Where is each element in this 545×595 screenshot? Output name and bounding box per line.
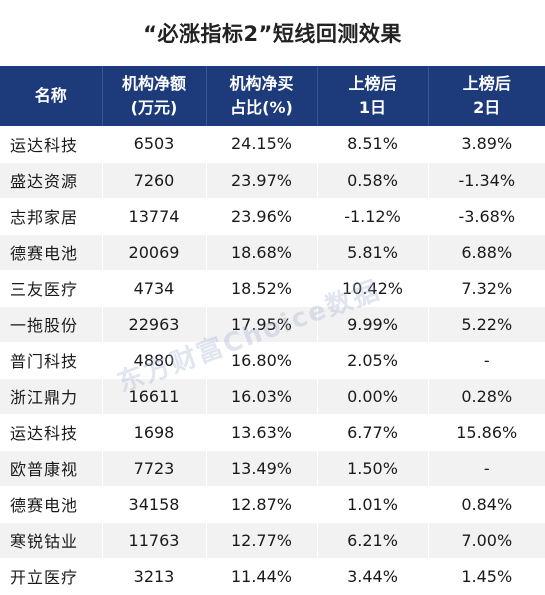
day1-cell: 6.21%: [317, 522, 429, 559]
ratio-cell: 24.15%: [206, 126, 318, 163]
ratio-cell: 17.95%: [206, 306, 318, 343]
net-buy-cell: 6503: [102, 126, 207, 163]
net-buy-cell: 16611: [102, 378, 207, 415]
stock-name: 开立医疗: [0, 558, 103, 595]
stock-name: 寒锐钴业: [0, 522, 103, 559]
day1-cell: 8.51%: [317, 126, 429, 163]
stock-name: 欧普康视: [0, 450, 103, 487]
header-net-buy-line1: 机构净额: [121, 74, 186, 93]
table-row: 运达科技 6503 24.15% 8.51% 3.89%: [0, 126, 545, 163]
header-net-buy-line2: (万元): [130, 98, 178, 117]
table-row: 三友医疗 4734 18.52% 10.42% 7.32%: [0, 270, 545, 307]
ratio-cell: 23.97%: [206, 162, 318, 199]
table-row: 运达科技 1698 13.63% 6.77% 15.86%: [0, 414, 545, 451]
day1-cell: 0.58%: [317, 162, 429, 199]
net-buy-cell: 11763: [102, 522, 207, 559]
day1-cell: 6.77%: [317, 414, 429, 451]
ratio-cell: 11.44%: [206, 558, 318, 595]
stock-name: 一拖股份: [0, 306, 103, 343]
day2-cell: -: [428, 342, 545, 379]
day2-cell: 1.45%: [428, 558, 545, 595]
table-row: 开立医疗 3213 11.44% 3.44% 1.45%: [0, 558, 545, 595]
day1-cell: -1.12%: [317, 198, 429, 235]
ratio-cell: 18.52%: [206, 270, 318, 307]
net-buy-cell: 7723: [102, 450, 207, 487]
ratio-cell: 12.77%: [206, 522, 318, 559]
day2-cell: 15.86%: [428, 414, 545, 451]
day2-cell: -1.34%: [428, 162, 545, 199]
day2-cell: -3.68%: [428, 198, 545, 235]
net-buy-cell: 13774: [102, 198, 207, 235]
table-row: 一拖股份 22963 17.95% 9.99% 5.22%: [0, 306, 545, 343]
day1-cell: 0.00%: [317, 378, 429, 415]
stock-name: 普门科技: [0, 342, 103, 379]
table-row: 德赛电池 20069 18.68% 5.81% 6.88%: [0, 234, 545, 271]
net-buy-cell: 34158: [102, 486, 207, 523]
net-buy-cell: 7260: [102, 162, 207, 199]
header-day1: 上榜后 1日: [317, 66, 429, 126]
backtest-table: 名称 机构净额 (万元) 机构净买 占比(%) 上榜后 1日 上榜后 2日: [0, 66, 545, 595]
net-buy-cell: 4734: [102, 270, 207, 307]
stock-name: 德赛电池: [0, 486, 103, 523]
day1-cell: 5.81%: [317, 234, 429, 271]
ratio-cell: 23.96%: [206, 198, 318, 235]
day2-cell: 6.88%: [428, 234, 545, 271]
header-day1-line2: 1日: [358, 98, 387, 117]
table-row: 志邦家居 13774 23.96% -1.12% -3.68%: [0, 198, 545, 235]
day1-cell: 9.99%: [317, 306, 429, 343]
table-row: 德赛电池 34158 12.87% 1.01% 0.84%: [0, 486, 545, 523]
net-buy-cell: 1698: [102, 414, 207, 451]
header-ratio: 机构净买 占比(%): [206, 66, 318, 126]
header-day2-line1: 上榜后: [462, 74, 511, 93]
table-header: 名称 机构净额 (万元) 机构净买 占比(%) 上榜后 1日 上榜后 2日: [0, 66, 545, 126]
ratio-cell: 16.03%: [206, 378, 318, 415]
ratio-cell: 13.49%: [206, 450, 318, 487]
header-day2: 上榜后 2日: [428, 66, 545, 126]
ratio-cell: 12.87%: [206, 486, 318, 523]
day2-cell: 7.00%: [428, 522, 545, 559]
table-row: 欧普康视 7723 13.49% 1.50% -: [0, 450, 545, 487]
header-day2-line2: 2日: [473, 98, 501, 117]
table-row: 寒锐钴业 11763 12.77% 6.21% 7.00%: [0, 522, 545, 559]
stock-name: 德赛电池: [0, 234, 103, 271]
stock-name: 运达科技: [0, 414, 103, 451]
header-net-buy: 机构净额 (万元): [102, 66, 207, 126]
day2-cell: 3.89%: [428, 126, 545, 163]
day1-cell: 1.50%: [317, 450, 429, 487]
day1-cell: 1.01%: [317, 486, 429, 523]
day1-cell: 2.05%: [317, 342, 429, 379]
day2-cell: 0.84%: [428, 486, 545, 523]
net-buy-cell: 3213: [102, 558, 207, 595]
header-day1-line1: 上榜后: [348, 74, 397, 93]
day2-cell: 7.32%: [428, 270, 545, 307]
table-row: 盛达资源 7260 23.97% 0.58% -1.34%: [0, 162, 545, 199]
day1-cell: 3.44%: [317, 558, 429, 595]
day1-cell: 10.42%: [317, 270, 429, 307]
header-name: 名称: [0, 66, 103, 126]
net-buy-cell: 22963: [102, 306, 207, 343]
table-row: 浙江鼎力 16611 16.03% 0.00% 0.28%: [0, 378, 545, 415]
stock-name: 三友医疗: [0, 270, 103, 307]
stock-name: 浙江鼎力: [0, 378, 103, 415]
ratio-cell: 16.80%: [206, 342, 318, 379]
header-ratio-line2: 占比(%): [230, 98, 293, 117]
table-body: 运达科技 6503 24.15% 8.51% 3.89% 盛达资源 7260 23.97% 0…: [0, 126, 545, 595]
table-row: 普门科技 4880 16.80% 2.05% -: [0, 342, 545, 379]
page-title: “必涨指标2”短线回测效果: [143, 22, 402, 46]
stock-name: 运达科技: [0, 126, 103, 163]
ratio-cell: 18.68%: [206, 234, 318, 271]
stock-name: 盛达资源: [0, 162, 103, 199]
day2-cell: 0.28%: [428, 378, 545, 415]
net-buy-cell: 20069: [102, 234, 207, 271]
stock-name: 志邦家居: [0, 198, 103, 235]
day2-cell: 5.22%: [428, 306, 545, 343]
ratio-cell: 13.63%: [206, 414, 318, 451]
net-buy-cell: 4880: [102, 342, 207, 379]
header-ratio-line1: 机构净买: [229, 74, 294, 93]
day2-cell: -: [428, 450, 545, 487]
